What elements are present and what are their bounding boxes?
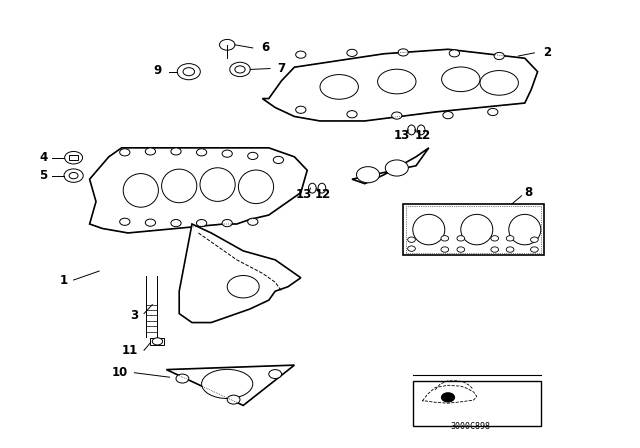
Circle shape bbox=[65, 151, 83, 164]
Circle shape bbox=[296, 51, 306, 58]
Circle shape bbox=[176, 374, 189, 383]
Text: 2: 2 bbox=[543, 46, 551, 60]
Circle shape bbox=[347, 111, 357, 118]
Circle shape bbox=[222, 220, 232, 227]
Circle shape bbox=[227, 276, 259, 298]
Polygon shape bbox=[90, 148, 307, 233]
Circle shape bbox=[457, 247, 465, 252]
Ellipse shape bbox=[320, 74, 358, 99]
Ellipse shape bbox=[509, 214, 541, 245]
Circle shape bbox=[64, 169, 83, 182]
Polygon shape bbox=[352, 148, 429, 184]
Ellipse shape bbox=[417, 125, 425, 135]
Text: 3: 3 bbox=[131, 309, 138, 323]
Circle shape bbox=[441, 247, 449, 252]
Text: 1: 1 bbox=[60, 273, 68, 287]
Text: 13: 13 bbox=[394, 129, 410, 142]
Circle shape bbox=[227, 395, 240, 404]
Circle shape bbox=[491, 247, 499, 252]
Circle shape bbox=[177, 64, 200, 80]
Polygon shape bbox=[179, 224, 301, 323]
Polygon shape bbox=[166, 365, 294, 405]
Ellipse shape bbox=[318, 183, 326, 193]
Circle shape bbox=[196, 220, 207, 227]
Circle shape bbox=[347, 49, 357, 56]
Text: 4: 4 bbox=[40, 151, 47, 164]
Circle shape bbox=[222, 150, 232, 157]
Circle shape bbox=[120, 218, 130, 225]
Circle shape bbox=[152, 338, 163, 345]
Text: 8: 8 bbox=[524, 186, 532, 199]
Circle shape bbox=[235, 66, 245, 73]
Circle shape bbox=[248, 218, 258, 225]
Ellipse shape bbox=[413, 214, 445, 245]
Text: 12: 12 bbox=[414, 129, 431, 142]
Circle shape bbox=[506, 236, 514, 241]
Circle shape bbox=[196, 149, 207, 156]
Polygon shape bbox=[262, 49, 538, 121]
Text: 11: 11 bbox=[122, 344, 138, 357]
FancyBboxPatch shape bbox=[403, 204, 544, 255]
Bar bbox=[69, 155, 78, 160]
Ellipse shape bbox=[461, 214, 493, 245]
Circle shape bbox=[442, 393, 454, 402]
Text: 10: 10 bbox=[111, 366, 128, 379]
Circle shape bbox=[408, 237, 415, 242]
Circle shape bbox=[408, 246, 415, 251]
Circle shape bbox=[488, 108, 498, 116]
Text: 9: 9 bbox=[154, 64, 161, 77]
Circle shape bbox=[356, 167, 380, 183]
Circle shape bbox=[145, 148, 156, 155]
Circle shape bbox=[69, 172, 78, 179]
Ellipse shape bbox=[200, 168, 236, 202]
Circle shape bbox=[531, 247, 538, 252]
Text: 5: 5 bbox=[40, 169, 47, 182]
Circle shape bbox=[269, 370, 282, 379]
Circle shape bbox=[220, 39, 235, 50]
Circle shape bbox=[296, 106, 306, 113]
Circle shape bbox=[183, 68, 195, 76]
Ellipse shape bbox=[442, 67, 480, 92]
Circle shape bbox=[506, 247, 514, 252]
Circle shape bbox=[398, 49, 408, 56]
Bar bbox=[150, 338, 164, 345]
Ellipse shape bbox=[162, 169, 197, 203]
Ellipse shape bbox=[124, 174, 159, 207]
Circle shape bbox=[145, 219, 156, 226]
Circle shape bbox=[457, 236, 465, 241]
Ellipse shape bbox=[480, 71, 518, 95]
Text: 12: 12 bbox=[315, 188, 332, 202]
Text: 3000C898: 3000C898 bbox=[451, 422, 490, 431]
Ellipse shape bbox=[408, 125, 415, 135]
Circle shape bbox=[449, 50, 460, 57]
Ellipse shape bbox=[308, 183, 316, 193]
Circle shape bbox=[171, 148, 181, 155]
Text: 7: 7 bbox=[278, 62, 285, 75]
Circle shape bbox=[392, 112, 402, 119]
Circle shape bbox=[248, 152, 258, 159]
Circle shape bbox=[273, 156, 284, 164]
Circle shape bbox=[120, 149, 130, 156]
Ellipse shape bbox=[378, 69, 416, 94]
Circle shape bbox=[491, 236, 499, 241]
Ellipse shape bbox=[239, 170, 274, 204]
Ellipse shape bbox=[202, 369, 253, 399]
Circle shape bbox=[441, 236, 449, 241]
Circle shape bbox=[171, 220, 181, 227]
Circle shape bbox=[494, 52, 504, 60]
Circle shape bbox=[230, 62, 250, 77]
Text: 6: 6 bbox=[262, 41, 269, 55]
Circle shape bbox=[531, 237, 538, 242]
Bar bbox=[413, 381, 541, 426]
Circle shape bbox=[385, 160, 408, 176]
Text: 13: 13 bbox=[296, 188, 312, 202]
Circle shape bbox=[443, 112, 453, 119]
